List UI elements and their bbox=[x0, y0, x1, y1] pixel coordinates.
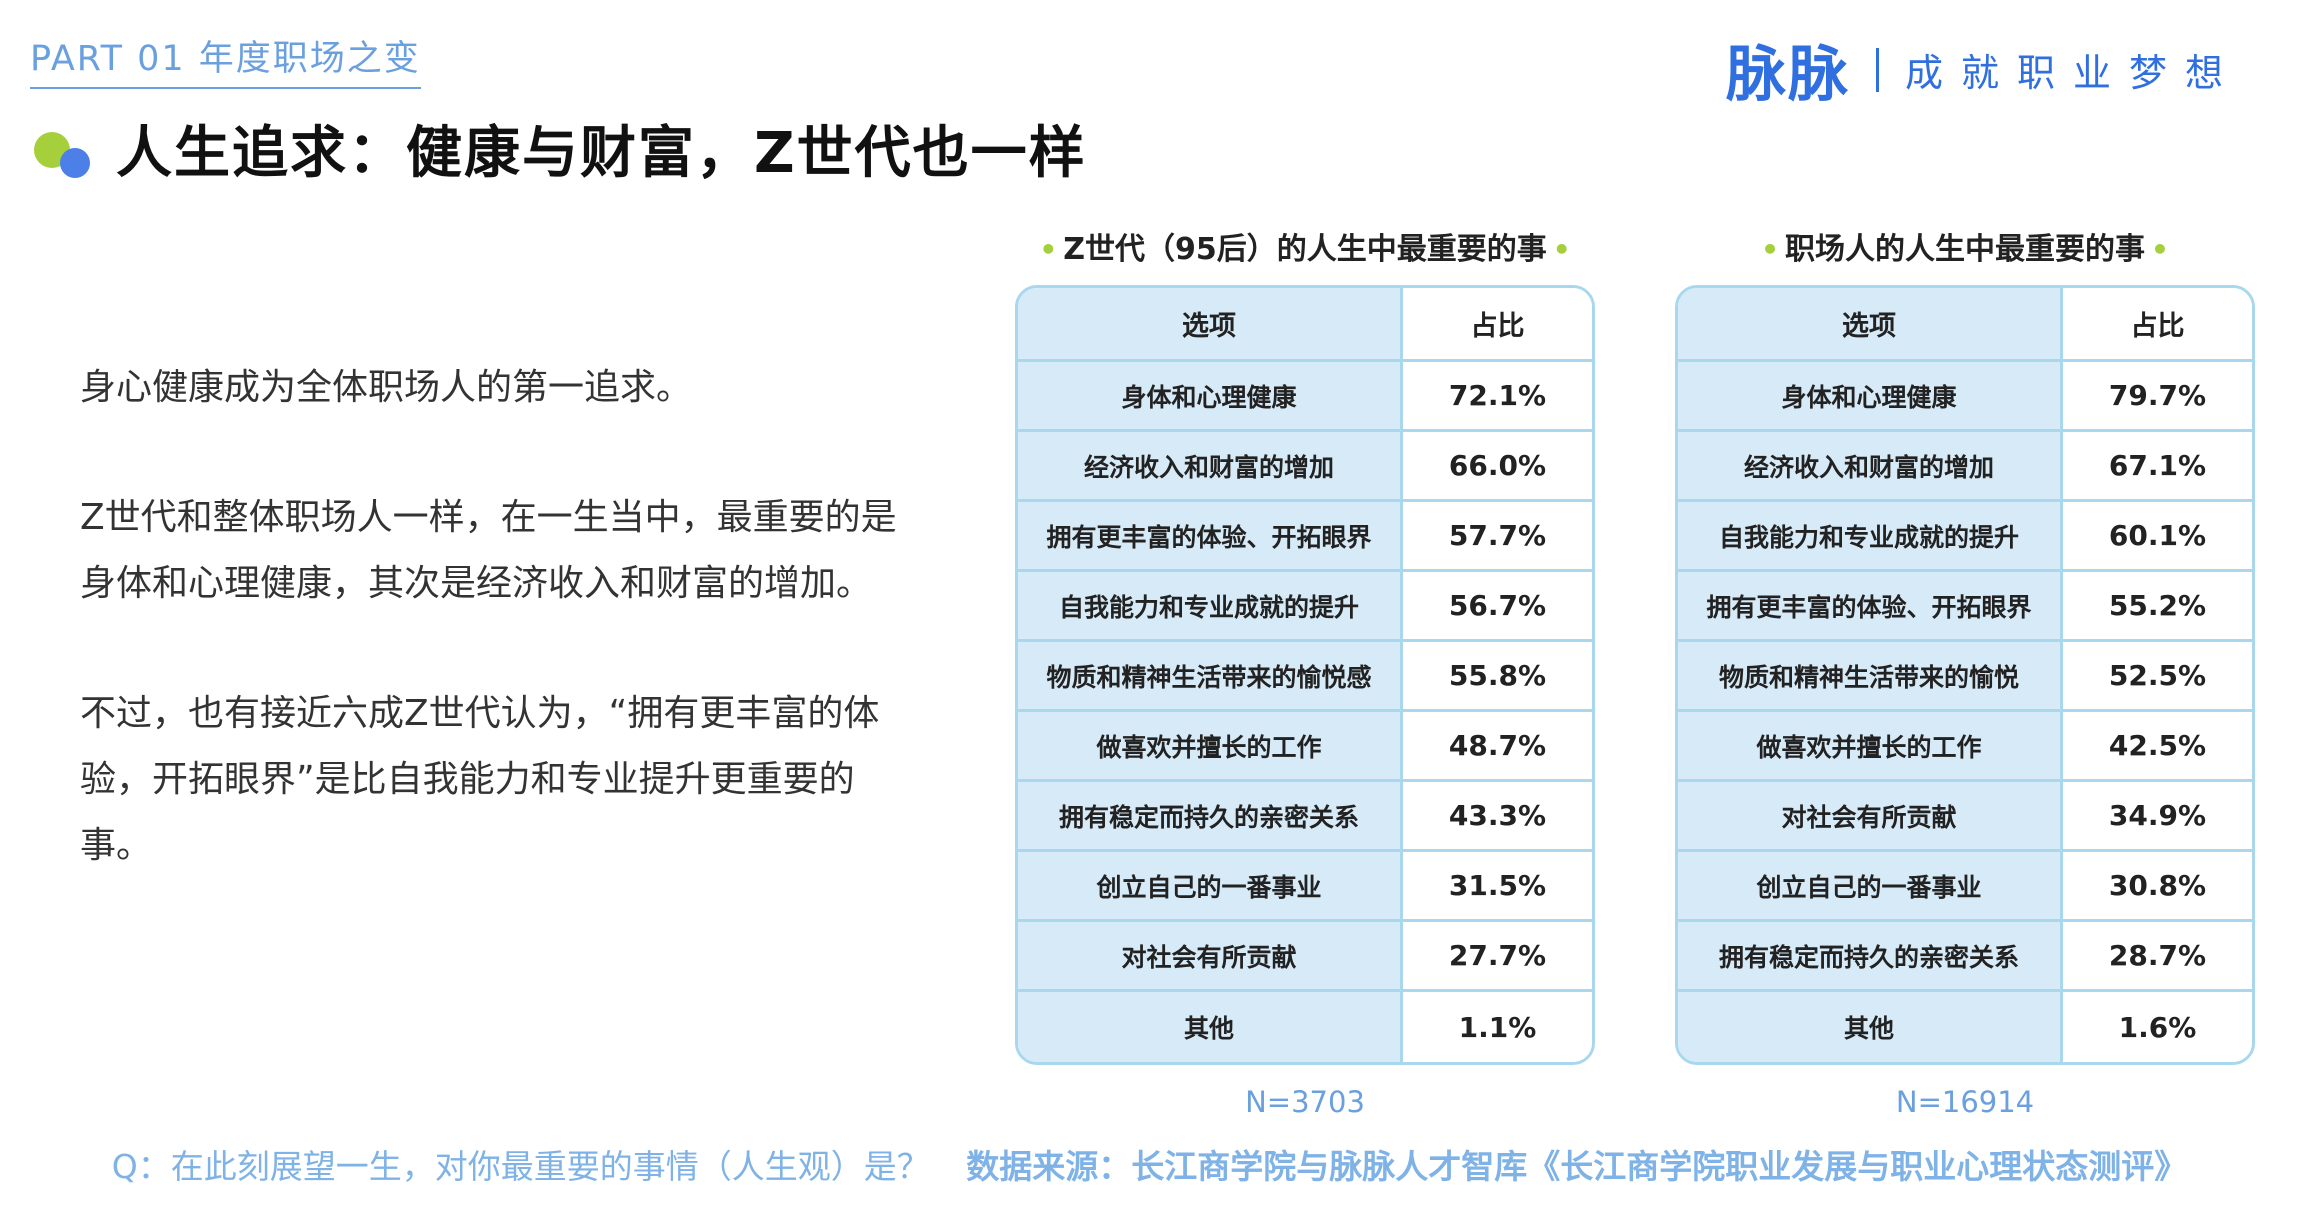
table-all-workers: • 职场人的人生中最重要的事 • 选项 占比 身体和心理健康 79.7% 经济收入和财富的增加… bbox=[1675, 225, 2255, 1119]
option-cell: 拥有更丰富的体验、开拓眼界 bbox=[1678, 572, 2063, 639]
table-header-row: 选项 占比 bbox=[1678, 288, 2252, 362]
share-cell: 48.7% bbox=[1403, 712, 1592, 779]
title-dots-icon bbox=[30, 118, 92, 180]
table-header-row: 选项 占比 bbox=[1018, 288, 1592, 362]
bullet-icon: • bbox=[1039, 233, 1058, 266]
body-text: 身心健康成为全体职场人的第一追求。 Z世代和整体职场人一样，在一生当中，最重要的… bbox=[80, 355, 920, 943]
table-row: 做喜欢并擅长的工作 48.7% bbox=[1018, 712, 1592, 782]
table-title-text: Z世代（95后）的人生中最重要的事 bbox=[1063, 232, 1547, 267]
share-cell: 67.1% bbox=[2063, 432, 2252, 499]
share-cell: 66.0% bbox=[1403, 432, 1592, 499]
share-cell: 55.2% bbox=[2063, 572, 2252, 639]
title-row: 人生追求：健康与财富，Z世代也一样 bbox=[30, 108, 1087, 189]
share-cell: 31.5% bbox=[1403, 852, 1592, 919]
table-frame: 选项 占比 身体和心理健康 72.1% 经济收入和财富的增加 66.0% 拥有更丰富的体验、… bbox=[1015, 285, 1595, 1065]
option-cell: 对社会有所贡献 bbox=[1678, 782, 2063, 849]
table-row: 创立自己的一番事业 31.5% bbox=[1018, 852, 1592, 922]
table-row: 拥有稳定而持久的亲密关系 43.3% bbox=[1018, 782, 1592, 852]
table-gen-z: • Z世代（95后）的人生中最重要的事 • 选项 占比 身体和心理健康 72.1% 经济收入和… bbox=[1015, 225, 1595, 1119]
bullet-icon: • bbox=[1552, 233, 1571, 266]
page-title: 人生追求：健康与财富，Z世代也一样 bbox=[116, 121, 1087, 186]
table-row: 物质和精神生活带来的愉悦 52.5% bbox=[1678, 642, 2252, 712]
column-header-option: 选项 bbox=[1678, 288, 2063, 359]
brand-slogan: 成就职业梦想 bbox=[1904, 51, 2241, 95]
bullet-icon: • bbox=[2151, 233, 2169, 266]
share-cell: 1.6% bbox=[2063, 992, 2252, 1062]
option-cell: 自我能力和专业成就的提升 bbox=[1018, 572, 1403, 639]
blue-dot-icon bbox=[60, 147, 90, 178]
brand: 脉脉 成就职业梦想 bbox=[1726, 26, 2241, 113]
share-cell: 60.1% bbox=[2063, 502, 2252, 569]
share-cell: 57.7% bbox=[1403, 502, 1592, 569]
share-cell: 56.7% bbox=[1403, 572, 1592, 639]
table-row: 对社会有所贡献 27.7% bbox=[1018, 922, 1592, 992]
table-row: 其他 1.1% bbox=[1018, 992, 1592, 1062]
option-cell: 身体和心理健康 bbox=[1678, 362, 2063, 429]
paragraph-1: 身心健康成为全体职场人的第一追求。 bbox=[80, 367, 693, 408]
table-row: 物质和精神生活带来的愉悦感 55.8% bbox=[1018, 642, 1592, 712]
option-cell: 经济收入和财富的增加 bbox=[1018, 432, 1403, 499]
table-row: 自我能力和专业成就的提升 60.1% bbox=[1678, 502, 2252, 572]
table-row: 身体和心理健康 72.1% bbox=[1018, 362, 1592, 432]
table-frame: 选项 占比 身体和心理健康 79.7% 经济收入和财富的增加 67.1% 自我能力和专业成就… bbox=[1675, 285, 2255, 1065]
table-row: 拥有更丰富的体验、开拓眼界 55.2% bbox=[1678, 572, 2252, 642]
table-row: 其他 1.6% bbox=[1678, 992, 2252, 1062]
option-cell: 创立自己的一番事业 bbox=[1678, 852, 2063, 919]
table-row: 经济收入和财富的增加 66.0% bbox=[1018, 432, 1592, 502]
share-cell: 72.1% bbox=[1403, 362, 1592, 429]
option-cell: 物质和精神生活带来的愉悦 bbox=[1678, 642, 2063, 709]
footer-source: 数据来源：长江商学院与脉脉人才智库《长江商学院职业发展与职业心理状态测评》 bbox=[966, 1147, 2188, 1186]
paragraph-2: Z世代和整体职场人一样，在一生当中，最重要的是身体和心理健康，其次是经济收入和财… bbox=[80, 497, 897, 604]
column-header-share: 占比 bbox=[1403, 288, 1592, 359]
share-cell: 55.8% bbox=[1403, 642, 1592, 709]
option-cell: 做喜欢并擅长的工作 bbox=[1018, 712, 1403, 779]
option-cell: 拥有更丰富的体验、开拓眼界 bbox=[1018, 502, 1403, 569]
brand-logo: 脉脉 bbox=[1725, 40, 1850, 110]
sample-size-label: N=16914 bbox=[1895, 1085, 2035, 1119]
option-cell: 做喜欢并擅长的工作 bbox=[1678, 712, 2063, 779]
part-label: PART 01 年度职场之变 bbox=[30, 30, 421, 89]
table-title-text: 职场人的人生中最重要的事 bbox=[1785, 232, 2145, 267]
option-cell: 物质和精神生活带来的愉悦感 bbox=[1018, 642, 1403, 709]
option-cell: 拥有稳定而持久的亲密关系 bbox=[1678, 922, 2063, 989]
column-header-option: 选项 bbox=[1018, 288, 1403, 359]
option-cell: 身体和心理健康 bbox=[1018, 362, 1403, 429]
table-row: 经济收入和财富的增加 67.1% bbox=[1678, 432, 2252, 502]
sample-size-label: N=3703 bbox=[1245, 1085, 1365, 1119]
table-row: 身体和心理健康 79.7% bbox=[1678, 362, 2252, 432]
table-row: 拥有稳定而持久的亲密关系 28.7% bbox=[1678, 922, 2252, 992]
share-cell: 79.7% bbox=[2063, 362, 2252, 429]
option-cell: 拥有稳定而持久的亲密关系 bbox=[1018, 782, 1403, 849]
table-row: 创立自己的一番事业 30.8% bbox=[1678, 852, 2252, 922]
paragraph-3: 不过，也有接近六成Z世代认为，“拥有更丰富的体验，开拓眼界”是比自我能力和专业提… bbox=[80, 693, 880, 866]
share-cell: 27.7% bbox=[1403, 922, 1592, 989]
option-cell: 其他 bbox=[1018, 992, 1403, 1062]
footer: Q：在此刻展望一生，对你最重要的事情（人生观）是？ 数据来源：长江商学院与脉脉人… bbox=[0, 1140, 2299, 1188]
share-cell: 34.9% bbox=[2063, 782, 2252, 849]
share-cell: 42.5% bbox=[2063, 712, 2252, 779]
option-cell: 自我能力和专业成就的提升 bbox=[1678, 502, 2063, 569]
footer-question: Q：在此刻展望一生，对你最重要的事情（人生观）是？ bbox=[111, 1147, 930, 1186]
table-title: • 职场人的人生中最重要的事 • bbox=[1675, 225, 2255, 275]
table-row: 自我能力和专业成就的提升 56.7% bbox=[1018, 572, 1592, 642]
share-cell: 30.8% bbox=[2063, 852, 2252, 919]
share-cell: 1.1% bbox=[1403, 992, 1592, 1062]
share-cell: 28.7% bbox=[2063, 922, 2252, 989]
share-cell: 43.3% bbox=[1403, 782, 1592, 849]
option-cell: 创立自己的一番事业 bbox=[1018, 852, 1403, 919]
option-cell: 对社会有所贡献 bbox=[1018, 922, 1403, 989]
table-row: 拥有更丰富的体验、开拓眼界 57.7% bbox=[1018, 502, 1592, 572]
option-cell: 经济收入和财富的增加 bbox=[1678, 432, 2063, 499]
column-header-share: 占比 bbox=[2063, 288, 2252, 359]
table-row: 对社会有所贡献 34.9% bbox=[1678, 782, 2252, 852]
table-title: • Z世代（95后）的人生中最重要的事 • bbox=[1015, 225, 1595, 275]
table-row: 做喜欢并擅长的工作 42.5% bbox=[1678, 712, 2252, 782]
share-cell: 52.5% bbox=[2063, 642, 2252, 709]
bullet-icon: • bbox=[1761, 233, 1779, 266]
option-cell: 其他 bbox=[1678, 992, 2063, 1062]
brand-divider bbox=[1875, 47, 1879, 92]
